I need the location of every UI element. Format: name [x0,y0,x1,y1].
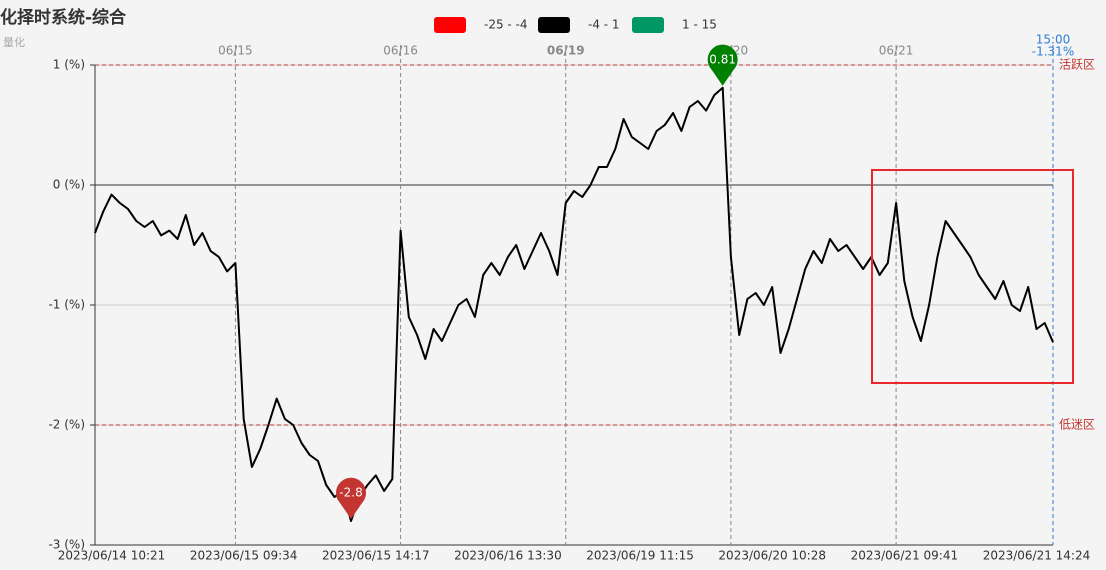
chart-subtitle: 量化 [3,35,25,49]
line-series [94,86,1054,522]
y-tick-label: -3 (%) [48,538,85,552]
legend-label: -4 - 1 [588,18,620,32]
mark-point-label: -2.8 [339,486,362,500]
mark-point [707,44,738,86]
x-tick-label: 2023/06/15 14:17 [322,549,430,563]
x-tick-label: 2023/06/16 13:30 [454,549,562,563]
legend-swatch [632,17,664,33]
x-tick-label: 2023/06/21 09:41 [851,549,959,563]
legend-swatch [434,17,466,33]
y-tick-label: 1 (%) [53,58,85,72]
y-tick-label: 0 (%) [53,178,85,192]
y-tick-label: -1 (%) [48,298,85,312]
x-tick-label: 2023/06/20 10:28 [718,549,826,563]
x2-tick-label: 06/16 [383,44,418,58]
mark-point [336,477,367,519]
x-tick-label: 2023/06/21 14:24 [983,549,1091,563]
x2-tick-label: 06/15 [218,44,253,58]
mark-line-label: 低迷区 [1059,418,1095,432]
highlight-box [871,169,1074,384]
x2-tick-label: 06/21 [879,44,914,58]
x-tick-label: 2023/06/14 10:21 [58,549,166,563]
legend-label: -25 - -4 [484,18,528,32]
x2-tick-label: 15:00 [1036,33,1071,47]
legend-swatch [538,17,570,33]
y-tick-label: -2 (%) [48,418,85,432]
mark-line-label: 活跃区 [1059,58,1095,72]
x2-tick-label: 06/19 [547,44,585,58]
end-value-label: -1.31% [1032,45,1074,59]
legend-label: 1 - 15 [682,18,717,32]
mark-point-label: 0.81 [709,52,736,66]
x-tick-label: 2023/06/19 11:15 [586,549,694,563]
x-tick-label: 2023/06/15 09:34 [190,549,298,563]
chart-title: 化择时系统-综合 [0,7,127,28]
